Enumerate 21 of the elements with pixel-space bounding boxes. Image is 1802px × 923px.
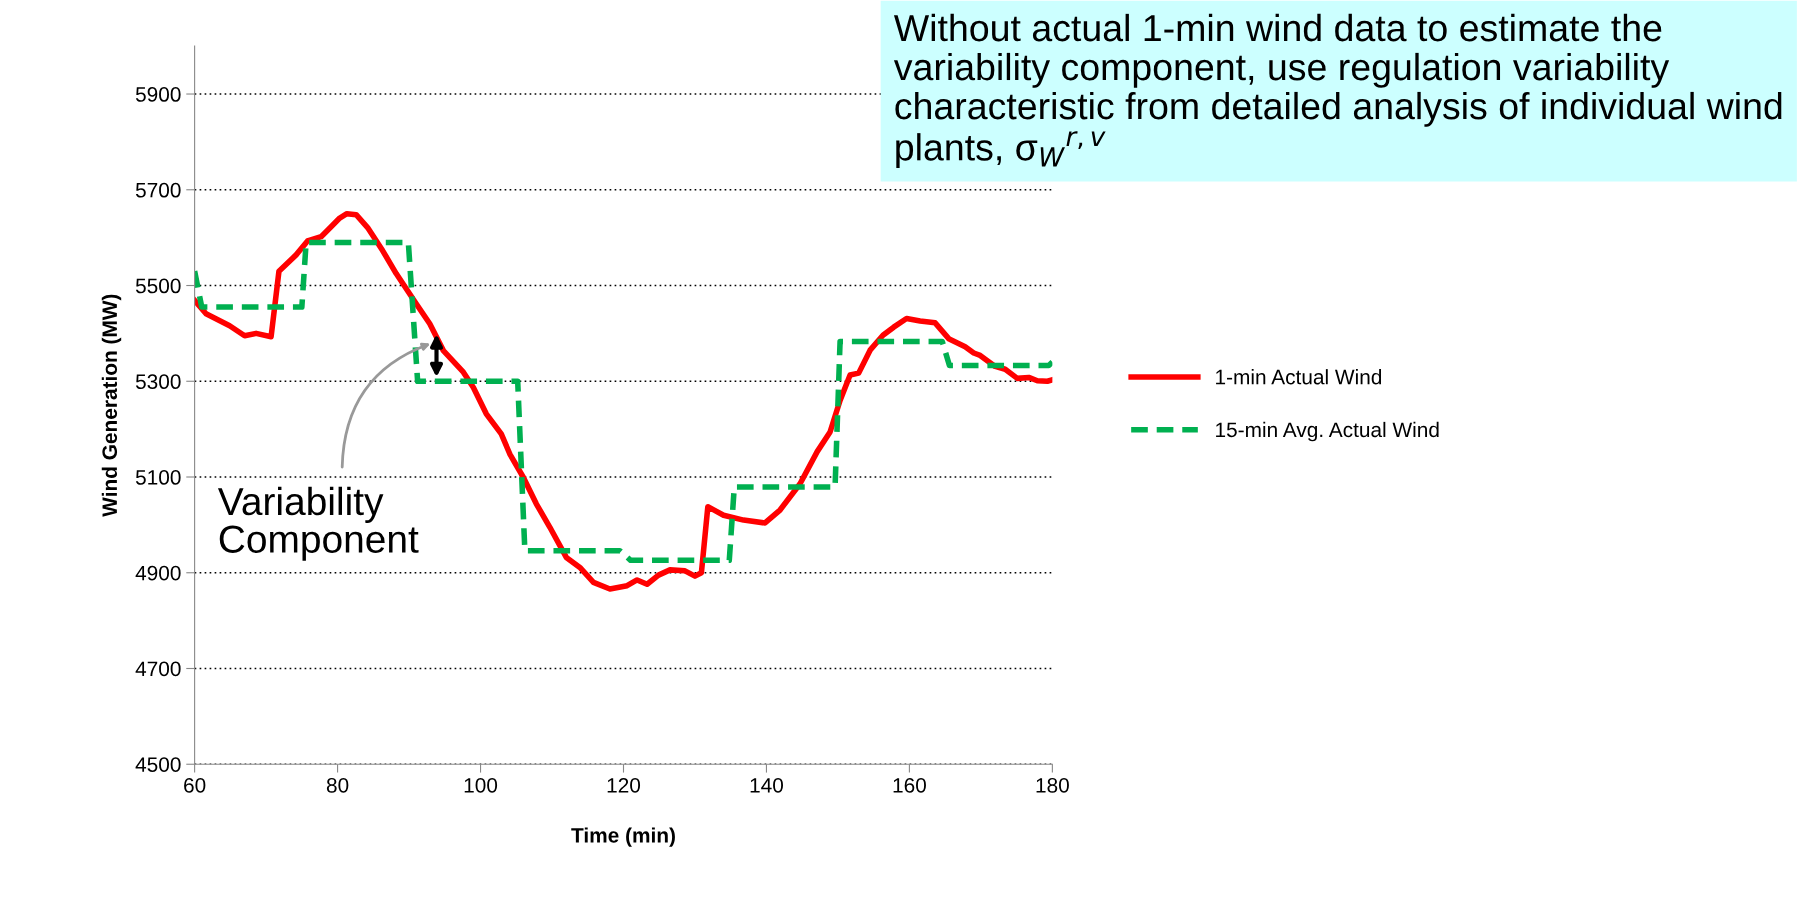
y-tick-label: 5700 bbox=[135, 182, 181, 198]
x-tick-label: 180 bbox=[1036, 777, 1069, 793]
legend-label: 15-min Avg. Actual Wind bbox=[1216, 421, 1439, 442]
y-axis-title: Wind Generation (MW) bbox=[101, 294, 122, 517]
x-tick-label: 60 bbox=[184, 777, 206, 793]
legend-label: 1-min Actual Wind bbox=[1216, 369, 1382, 385]
x-tick-label: 120 bbox=[607, 777, 641, 793]
y-tick-label: 4500 bbox=[135, 757, 181, 772]
y-tick-label: 4700 bbox=[135, 661, 181, 677]
annotation: Without actual 1-min wind data to estimate the variability component, use regulation variability characteristic from detailed analysis of individual wind plants, σ$_{W}$$^{r,v}$ bbox=[893, 13, 1782, 169]
y-tick-label: 5500 bbox=[135, 278, 181, 294]
y-tick-label: 4900 bbox=[135, 565, 181, 581]
x-axis-title: Time (min) bbox=[571, 827, 675, 847]
x-tick-label: 100 bbox=[464, 777, 498, 793]
x-tick-label: 140 bbox=[750, 777, 784, 793]
y-tick-label: 5100 bbox=[135, 470, 181, 485]
y-tick-label: 5900 bbox=[135, 87, 181, 102]
y-tick-label: 5300 bbox=[135, 374, 181, 390]
x-tick-label: 80 bbox=[326, 777, 349, 793]
x-tick-label: 160 bbox=[893, 777, 926, 793]
annotation: Variability Component bbox=[217, 486, 419, 561]
